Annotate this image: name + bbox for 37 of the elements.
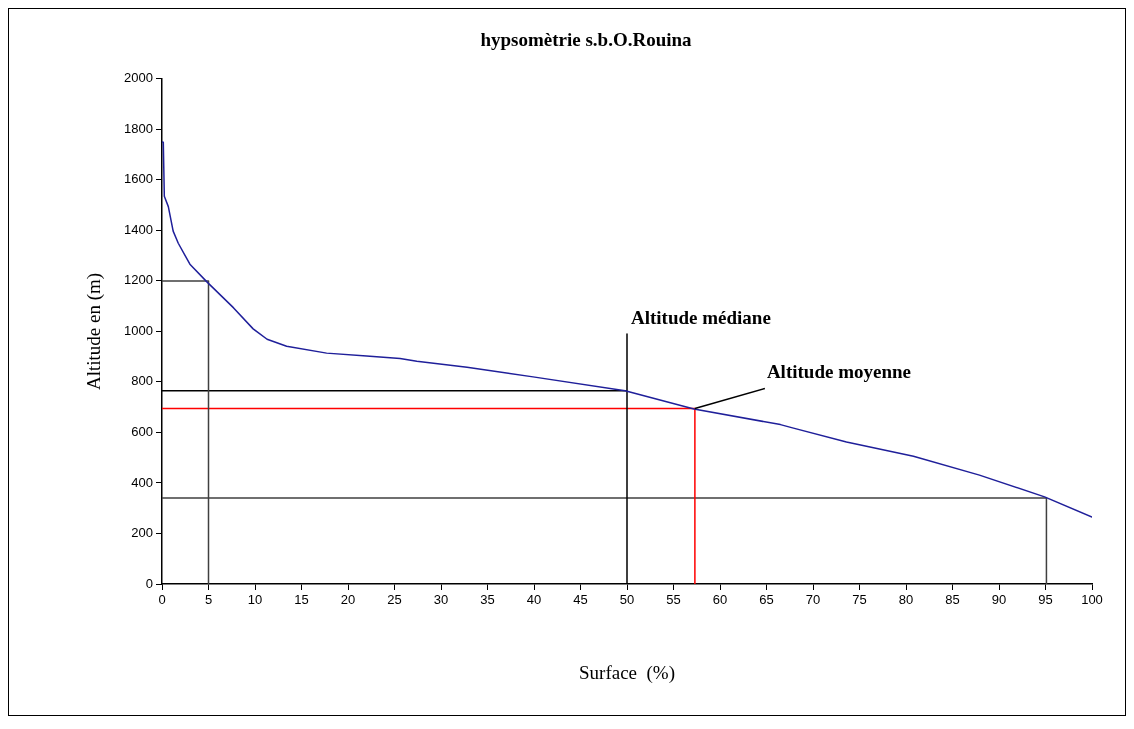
x-tick-label: 95 <box>1038 592 1053 608</box>
x-tick-label: 55 <box>666 592 681 608</box>
x-tick-label: 90 <box>991 592 1007 608</box>
x-tick-label: 60 <box>712 592 728 608</box>
x-tick-label: 50 <box>619 592 635 608</box>
x-tick-label: 5 <box>204 592 213 608</box>
x-tick-label: 45 <box>573 592 588 608</box>
y-tick-label: 800 <box>131 373 153 389</box>
x-tick-label: 65 <box>759 592 774 608</box>
x-tick-label: 75 <box>852 592 867 608</box>
x-tick-label: 85 <box>945 592 960 608</box>
annotation: Altitude médiane <box>631 306 771 328</box>
y-tick-label: 600 <box>131 424 153 440</box>
x-tick-label: 0 <box>158 592 166 608</box>
y-tick-label: 1600 <box>124 171 153 187</box>
x-tick-label: 70 <box>805 592 821 608</box>
x-tick-label: 80 <box>898 592 914 608</box>
x-tick-label: 30 <box>433 592 449 608</box>
y-tick-label: 400 <box>131 474 153 490</box>
annotation: Altitude moyenne <box>766 361 911 383</box>
y-tick-label: 200 <box>131 525 153 541</box>
x-tick-label: 35 <box>480 592 495 608</box>
x-tick-label: 100 <box>1081 592 1103 608</box>
x-tick-label: 15 <box>294 592 309 608</box>
y-tick-label: 0 <box>145 575 153 591</box>
y-tick-label: 1400 <box>124 221 153 237</box>
y-tick-label: 1200 <box>124 272 153 288</box>
chart-title: hypsomètrie s.b.O.Rouina <box>480 29 693 51</box>
y-tick-label: 2000 <box>124 70 153 86</box>
x-tick-label: 20 <box>340 592 356 608</box>
y-axis-title: Altitude en (m) <box>83 272 106 390</box>
x-tick-label: 40 <box>526 592 542 608</box>
y-tick-label: 1000 <box>124 322 153 338</box>
x-tick-label: 10 <box>247 592 263 608</box>
x-axis-title: Surface (%) <box>578 661 676 684</box>
y-tick-label: 1800 <box>124 120 153 136</box>
x-tick-label: 25 <box>387 592 402 608</box>
